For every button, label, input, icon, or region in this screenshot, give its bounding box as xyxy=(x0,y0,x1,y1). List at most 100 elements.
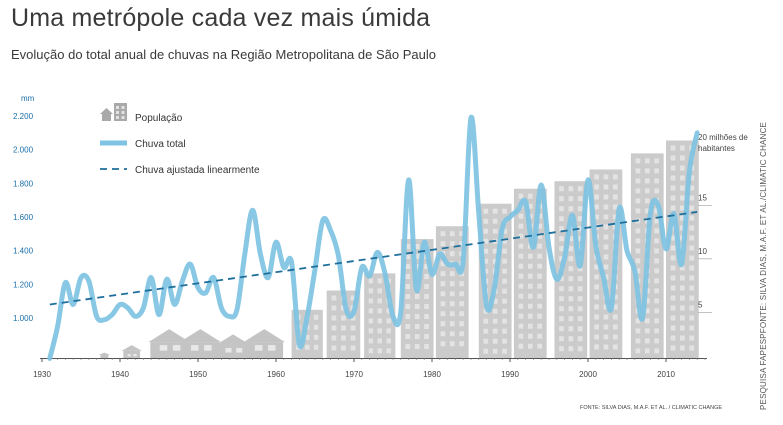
building-window xyxy=(492,308,498,314)
building-window xyxy=(527,303,533,309)
building-window xyxy=(537,303,542,309)
building-window xyxy=(386,318,391,324)
building-window xyxy=(635,198,641,204)
building-window xyxy=(492,248,498,254)
population-scale-title: 20 milhões de habitantes xyxy=(698,133,748,153)
building-window xyxy=(559,256,564,262)
building-window xyxy=(449,241,455,247)
building-window xyxy=(680,335,685,341)
building-window xyxy=(594,204,599,210)
building-window xyxy=(518,313,524,319)
building-window xyxy=(559,306,564,312)
building-window xyxy=(568,346,574,352)
building-window xyxy=(527,313,533,319)
building-window xyxy=(689,305,695,311)
building-window xyxy=(603,194,609,200)
building-window xyxy=(331,335,337,341)
building-window xyxy=(459,301,464,307)
icon-window xyxy=(121,116,125,119)
building-window xyxy=(568,276,574,282)
building-window xyxy=(424,304,429,310)
building-window xyxy=(577,276,583,282)
building-window xyxy=(502,268,507,274)
building-window xyxy=(386,338,391,344)
building-window xyxy=(559,196,564,202)
building-window xyxy=(689,235,695,241)
y-tick-label: 1.200 xyxy=(13,280,34,289)
building-window xyxy=(577,296,583,302)
building-window xyxy=(603,174,609,180)
building-window xyxy=(680,225,685,231)
building-window xyxy=(603,324,609,330)
building-window xyxy=(594,314,599,320)
building-window xyxy=(518,243,524,249)
building-window xyxy=(680,325,685,331)
building-3 xyxy=(400,239,434,358)
building-window xyxy=(492,208,498,214)
building-window xyxy=(449,311,455,317)
building-window xyxy=(527,263,533,269)
building-window xyxy=(313,314,319,320)
building-window xyxy=(654,258,659,264)
building-window xyxy=(670,195,676,201)
building-window xyxy=(612,194,618,200)
building-window xyxy=(644,168,650,174)
building-window xyxy=(405,254,411,260)
building-window xyxy=(377,348,382,354)
building-window xyxy=(405,274,411,280)
building-window xyxy=(377,338,382,344)
building-window xyxy=(689,265,695,271)
building-window xyxy=(537,253,542,259)
building-window xyxy=(527,203,533,209)
legend: População Chuva total Chuva ajustada linea… xyxy=(100,103,260,176)
building-window xyxy=(449,321,455,327)
x-tick-label: 1940 xyxy=(111,370,129,379)
building-window xyxy=(502,338,507,344)
building-window xyxy=(440,301,446,307)
population-tick-label: 5 xyxy=(698,300,703,309)
building-window xyxy=(603,264,609,270)
building-window xyxy=(405,284,411,290)
building-window xyxy=(304,344,310,350)
building-window xyxy=(502,208,507,214)
building-window xyxy=(527,293,533,299)
building-window xyxy=(350,345,356,351)
house-roof xyxy=(243,329,286,343)
building-window xyxy=(635,328,641,334)
house-window xyxy=(225,348,232,353)
building-window xyxy=(644,348,650,354)
building-window xyxy=(449,231,455,237)
building-window xyxy=(559,296,564,302)
icon-roof xyxy=(100,108,113,114)
building-window xyxy=(502,308,507,314)
building-window xyxy=(405,244,411,250)
building-window xyxy=(483,208,489,214)
building-window xyxy=(670,205,676,211)
house-roof xyxy=(98,352,111,356)
building-window xyxy=(670,145,676,151)
building-window xyxy=(483,228,489,234)
icon-window xyxy=(116,116,119,119)
building-window xyxy=(654,228,659,234)
building-window xyxy=(492,318,498,324)
building-window xyxy=(386,308,391,314)
y-axis-unit: mm xyxy=(21,94,35,103)
building-window xyxy=(670,165,676,171)
building-window xyxy=(440,231,446,237)
building-window xyxy=(414,294,420,300)
building-window xyxy=(654,178,659,184)
building-window xyxy=(414,344,420,350)
building-window xyxy=(654,188,659,194)
building-window xyxy=(537,223,542,229)
building-window xyxy=(559,286,564,292)
building-window xyxy=(635,258,641,264)
building-window xyxy=(527,253,533,259)
building-window xyxy=(689,195,695,201)
house-0 xyxy=(98,352,111,358)
buildings-icon xyxy=(100,103,127,121)
building-window xyxy=(680,285,685,291)
building-window xyxy=(518,193,524,199)
building-window xyxy=(331,315,337,321)
house-window xyxy=(127,353,131,357)
